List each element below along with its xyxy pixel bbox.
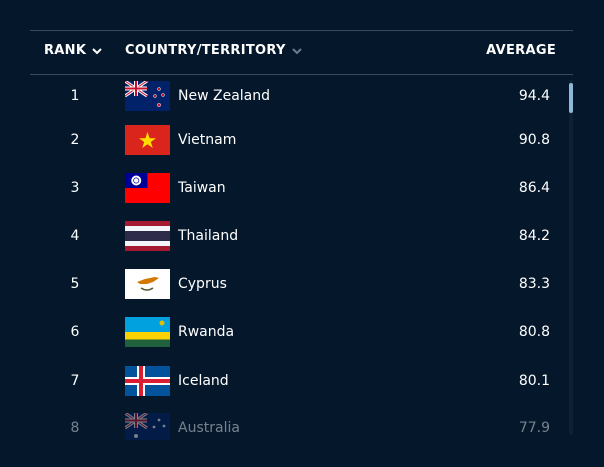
average: 86.4	[518, 180, 550, 196]
country: Cyprus	[178, 276, 227, 292]
rank: 4	[70, 228, 80, 244]
average-header[interactable]: AVERAGE	[486, 43, 556, 59]
rank-header[interactable]: RANK	[44, 43, 103, 59]
flag	[125, 173, 170, 203]
country: New Zealand	[178, 88, 270, 104]
sort-chevron	[291, 47, 302, 54]
rank: 8	[70, 420, 80, 436]
average: 80.8	[518, 324, 550, 340]
table-body: 1 New Zealand 94.4 2 Vietnam 90.8 3 Taiw…	[0, 75, 604, 440]
table-row: 2 Vietnam 90.8	[0, 120, 604, 160]
country: Rwanda	[178, 324, 235, 340]
flag	[125, 269, 170, 299]
table-row: 7 Iceland 80.1	[0, 361, 604, 401]
scrollbar-track[interactable]	[569, 80, 573, 435]
average: 77.9	[518, 420, 550, 436]
average: 83.3	[518, 276, 550, 292]
flag	[125, 317, 170, 347]
table-row: 1 New Zealand 94.4	[0, 76, 604, 116]
table-row: 5 Cyprus 83.3	[0, 264, 604, 304]
sort-chevron	[92, 47, 102, 54]
flag	[125, 81, 170, 111]
country: Australia	[178, 420, 240, 436]
rank: 3	[70, 180, 80, 196]
table-row: 6 Rwanda 80.8	[0, 312, 604, 352]
flag	[125, 413, 170, 440]
header-label: RANK	[44, 43, 87, 58]
rank: 2	[70, 132, 80, 148]
rank: 1	[70, 88, 80, 104]
country: Taiwan	[178, 180, 226, 196]
country: Vietnam	[178, 132, 237, 148]
country: Iceland	[178, 373, 229, 389]
average: 80.1	[518, 373, 550, 389]
rank: 7	[70, 373, 80, 389]
table-row: 4 Thailand 84.2	[0, 216, 604, 256]
flag	[125, 221, 170, 251]
header-bottom-rule	[30, 74, 573, 75]
average: 94.4	[518, 88, 550, 104]
flag	[125, 366, 170, 396]
country: Thailand	[178, 228, 239, 244]
header-label: COUNTRY/TERRITORY	[125, 43, 286, 58]
table-row: 8 Australia 77.9	[0, 408, 604, 440]
average: 90.8	[518, 132, 550, 148]
rank: 6	[70, 324, 80, 340]
header-top-rule	[30, 30, 573, 31]
table-row: 3 Taiwan 86.4	[0, 168, 604, 208]
header-label: AVERAGE	[486, 43, 556, 58]
flag	[125, 125, 170, 155]
country-header[interactable]: COUNTRY/TERRITORY	[125, 43, 303, 59]
scrollbar-thumb[interactable]	[569, 83, 573, 113]
average: 84.2	[518, 228, 550, 244]
rank: 5	[70, 276, 80, 292]
